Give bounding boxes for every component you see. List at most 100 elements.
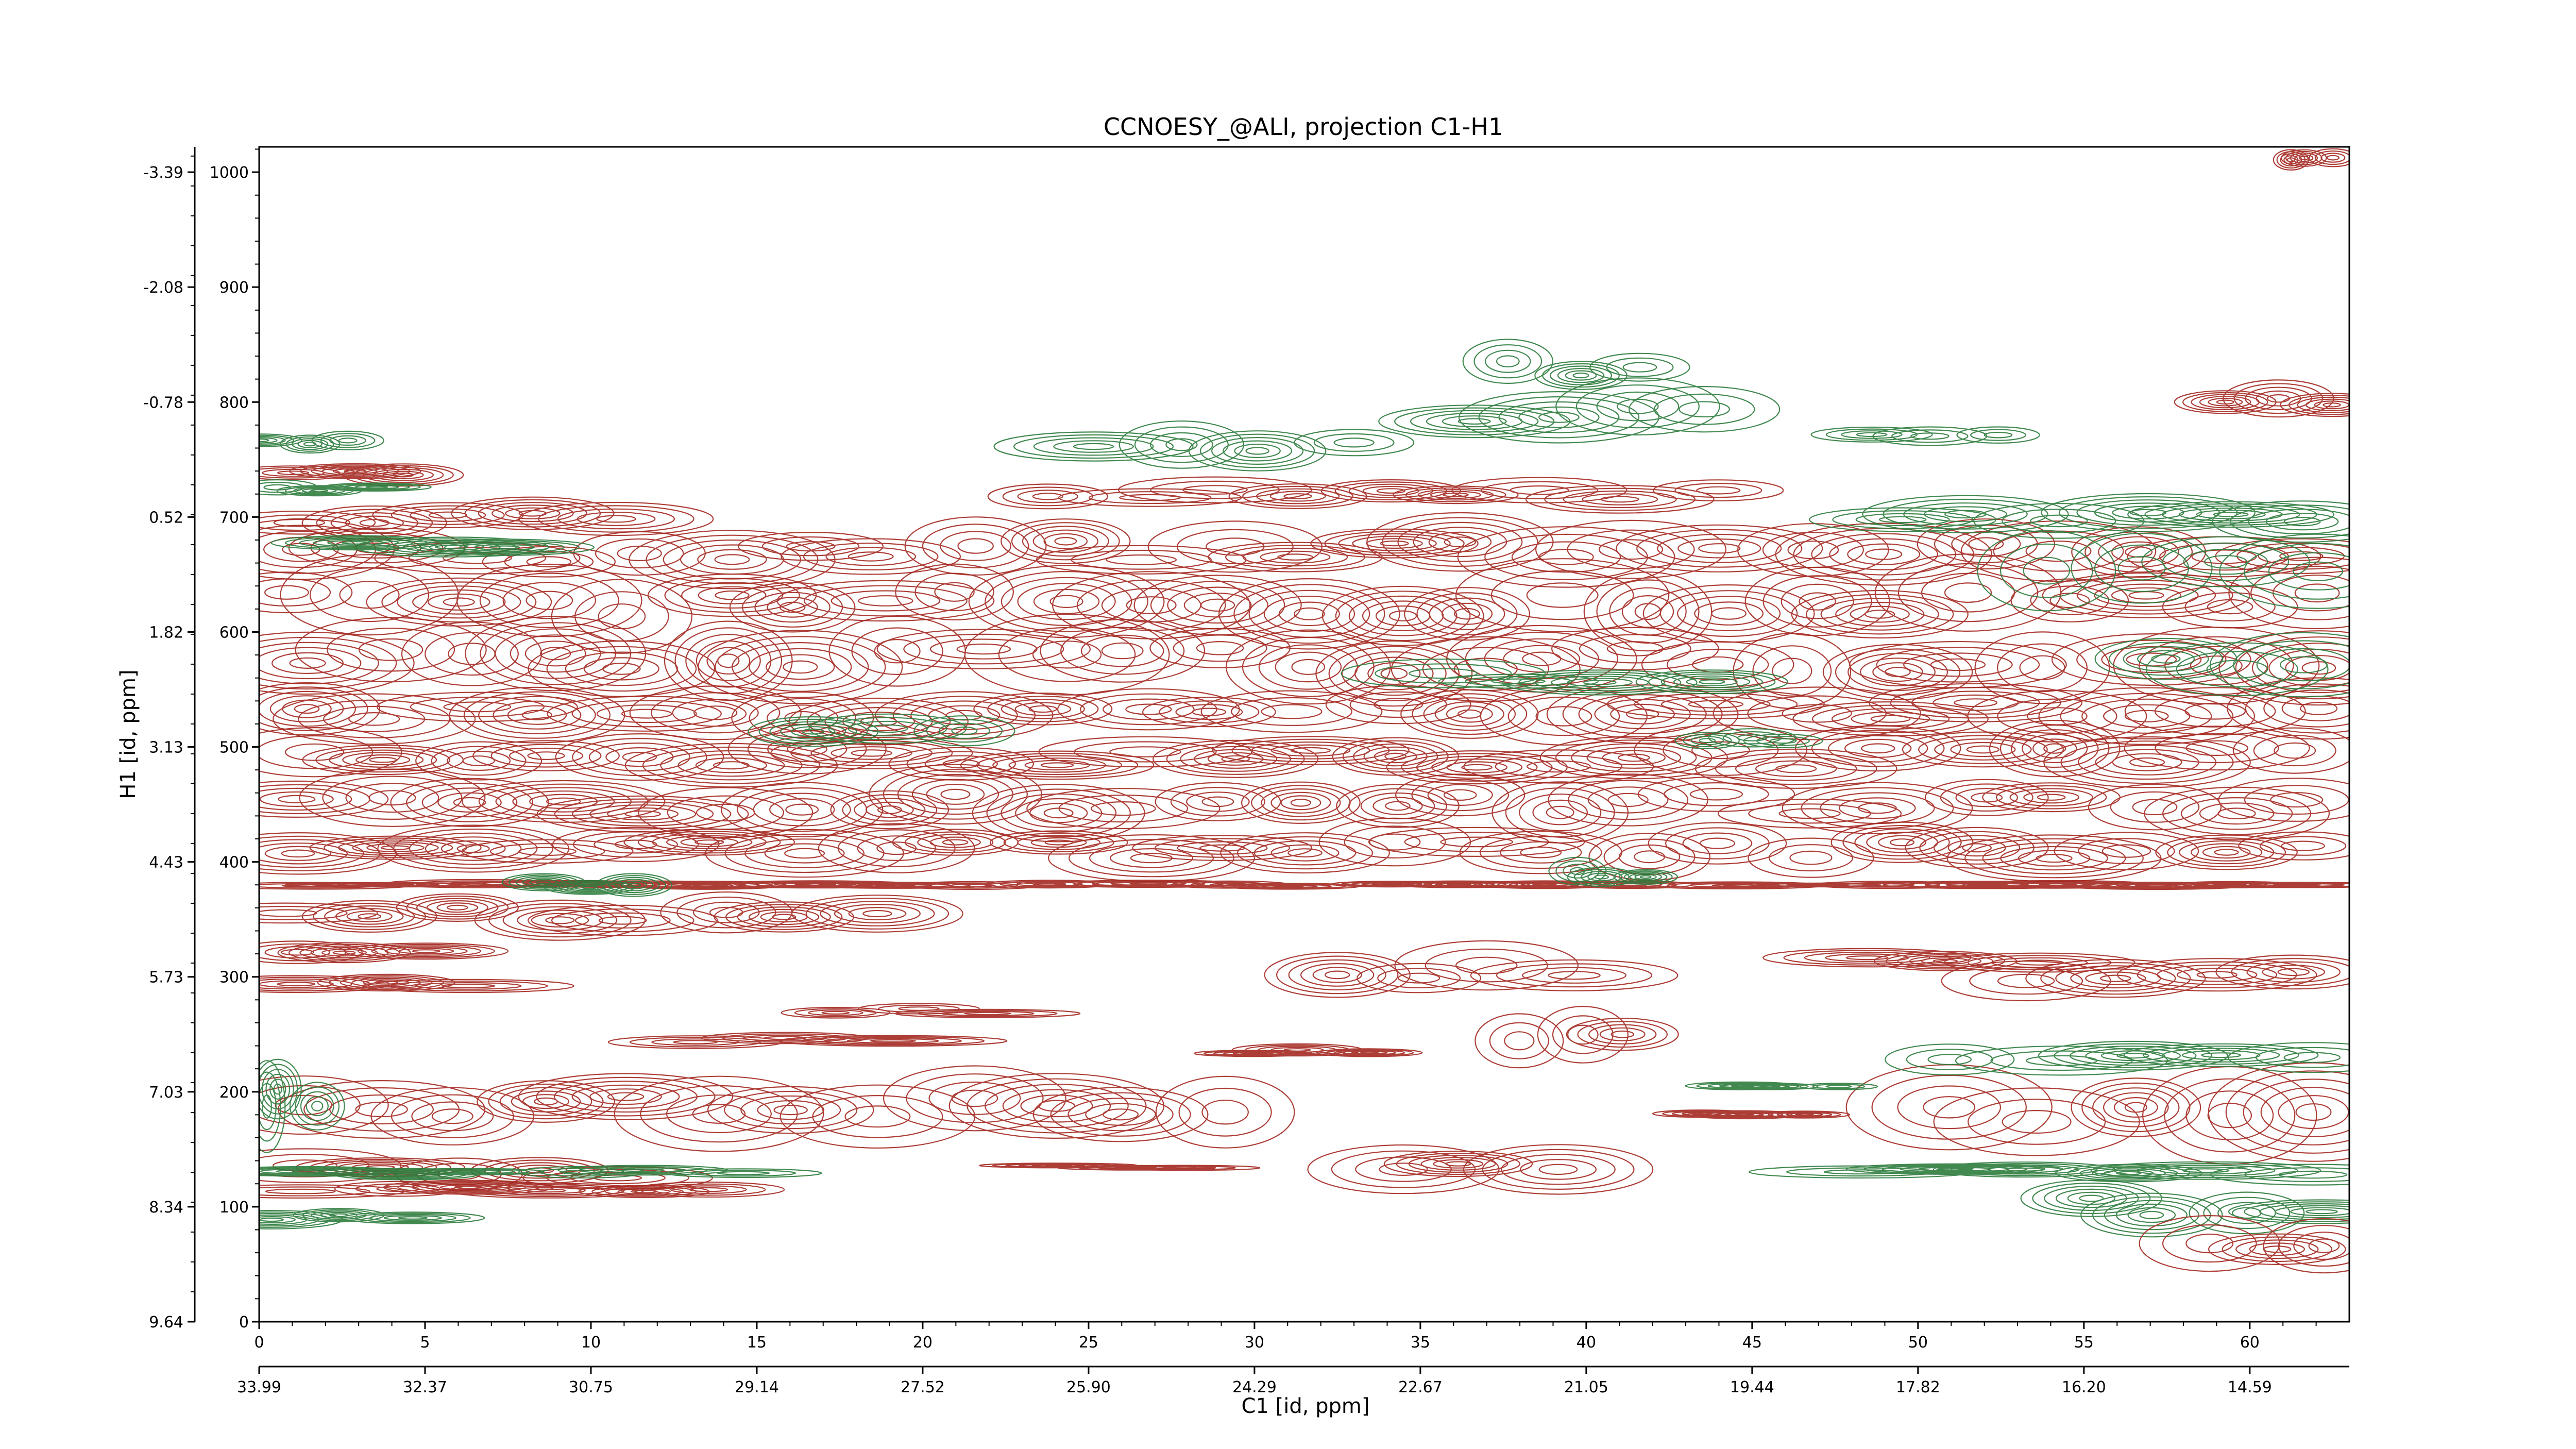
positive-peak-band bbox=[2139, 1215, 2349, 1274]
y-ppm-tick-label: -2.08 bbox=[143, 279, 183, 297]
y-ppm-tick-label: 5.73 bbox=[149, 969, 183, 987]
y-index-tick-label: 900 bbox=[219, 279, 249, 297]
positive-peak-band bbox=[1652, 1109, 1851, 1120]
negative-peak-band bbox=[1674, 728, 1823, 749]
x-ppm-tick-label: 30.75 bbox=[569, 1378, 613, 1396]
positive-peak-band bbox=[1193, 1043, 1423, 1057]
plot-frame bbox=[258, 146, 2350, 1323]
y-index-tick-label: 600 bbox=[219, 624, 249, 642]
negative-peak-band bbox=[1977, 530, 2349, 612]
y-ppm-tick-label: 7.03 bbox=[149, 1084, 183, 1102]
y-ppm-tick-label: 4.43 bbox=[149, 854, 183, 872]
y-index-tick-label: 700 bbox=[219, 509, 249, 527]
negative-peak-band bbox=[1685, 1081, 1878, 1090]
negative-peak-band bbox=[501, 873, 673, 897]
positive-peak-band bbox=[1307, 1144, 1654, 1195]
x-index-tick-label: 30 bbox=[1245, 1334, 1264, 1352]
y-index-tick-label: 400 bbox=[219, 854, 249, 872]
contour-layer bbox=[259, 148, 2349, 1274]
x-ppm-tick-label: 14.59 bbox=[2228, 1378, 2272, 1396]
x-ppm-tick-label: 29.14 bbox=[735, 1378, 779, 1396]
positive-peak-band bbox=[2174, 379, 2349, 418]
x-ppm-tick-label: 24.29 bbox=[1232, 1378, 1277, 1396]
y-index-tick-label: 500 bbox=[219, 739, 249, 757]
x-index-tick-label: 25 bbox=[1079, 1334, 1098, 1352]
y-ppm-tick-label: 9.64 bbox=[149, 1313, 183, 1332]
x-index-tick-label: 5 bbox=[420, 1334, 430, 1352]
negative-peak-band bbox=[1341, 659, 1788, 696]
negative-peak-band bbox=[2094, 632, 2349, 698]
negative-peak-band bbox=[993, 420, 1415, 471]
positive-peak-band bbox=[1264, 940, 1679, 998]
positive-peak-band bbox=[259, 1180, 785, 1199]
positive-peak-band bbox=[259, 463, 464, 487]
negative-peak-band bbox=[1809, 493, 2349, 543]
negative-peak-band bbox=[1548, 856, 1679, 887]
x-index-tick-label: 40 bbox=[1577, 1334, 1596, 1352]
x-index-tick-label: 10 bbox=[581, 1334, 601, 1352]
negative-peak-band bbox=[1885, 1040, 2349, 1076]
y-index-tick-label: 800 bbox=[219, 394, 249, 412]
positive-peak-band bbox=[259, 879, 2349, 890]
positive-peak-band bbox=[2273, 148, 2349, 171]
x-index-tick-label: 20 bbox=[913, 1334, 933, 1352]
negative-peak-band bbox=[259, 479, 432, 497]
positive-peak-band bbox=[259, 553, 2349, 654]
y-index-tick-label: 100 bbox=[219, 1199, 249, 1217]
x-index-tick-label: 55 bbox=[2074, 1334, 2094, 1352]
x-ppm-tick-label: 16.20 bbox=[2062, 1378, 2106, 1396]
positive-peak-band bbox=[607, 1032, 1008, 1049]
x-index-tick-label: 50 bbox=[1908, 1334, 1928, 1352]
y-index-tick-label: 200 bbox=[219, 1084, 249, 1102]
positive-peak-band bbox=[259, 677, 2349, 746]
positive-peak-band bbox=[1845, 1062, 2349, 1165]
positive-peak-band bbox=[259, 891, 963, 941]
positive-peak-band bbox=[259, 764, 2349, 844]
positive-peak-band bbox=[259, 973, 574, 993]
y-ppm-tick-label: 8.34 bbox=[149, 1199, 183, 1217]
negative-peak-band bbox=[1378, 377, 1781, 444]
y-ppm-tick-label: -0.78 bbox=[143, 394, 183, 412]
positive-peak-band bbox=[259, 512, 2349, 589]
positive-peak-band bbox=[1941, 954, 2349, 1002]
y-ppm-tick-label: 1.82 bbox=[149, 624, 183, 642]
negative-peak-band bbox=[1748, 1161, 2349, 1186]
y-ppm-tick-label: -3.39 bbox=[143, 164, 183, 182]
negative-peak-band bbox=[259, 430, 384, 454]
y-index-tick-label: 0 bbox=[239, 1313, 249, 1332]
negative-peak-band bbox=[259, 1058, 345, 1153]
x-ppm-tick-label: 21.05 bbox=[1564, 1378, 1608, 1396]
positive-peak-band bbox=[1475, 1005, 1679, 1069]
x-ppm-tick-label: 33.99 bbox=[237, 1378, 281, 1396]
y-ppm-tick-label: 3.13 bbox=[149, 739, 183, 757]
x-ppm-tick-label: 22.67 bbox=[1398, 1378, 1443, 1396]
y-axis-label: H1 [id, ppm] bbox=[116, 669, 140, 799]
negative-peak-band bbox=[2020, 1180, 2349, 1238]
x-ppm-tick-label: 32.37 bbox=[403, 1378, 447, 1396]
positive-peak-band bbox=[259, 496, 714, 541]
positive-peak-band bbox=[979, 1162, 1261, 1171]
x-index-tick-label: 60 bbox=[2240, 1334, 2260, 1352]
x-axis-label: C1 [id, ppm] bbox=[1242, 1394, 1370, 1418]
x-index-tick-label: 35 bbox=[1411, 1334, 1430, 1352]
positive-peak-band bbox=[259, 940, 509, 964]
y-ppm-tick-label: 0.52 bbox=[149, 509, 183, 527]
y-index-tick-label: 1000 bbox=[210, 164, 249, 182]
y-index-tick-label: 300 bbox=[219, 969, 249, 987]
x-index-tick-label: 45 bbox=[1742, 1334, 1762, 1352]
positive-peak-band bbox=[781, 1003, 1081, 1019]
negative-peak-band bbox=[1462, 339, 1690, 390]
chart-title: CCNOESY_@ALI, projection C1-H1 bbox=[1104, 113, 1503, 141]
x-ppm-tick-label: 17.82 bbox=[1896, 1378, 1940, 1396]
negative-peak-band bbox=[1810, 426, 2040, 446]
x-ppm-tick-label: 19.44 bbox=[1730, 1378, 1774, 1396]
positive-peak-band bbox=[259, 817, 2349, 882]
positive-peak-band bbox=[259, 719, 2349, 789]
axis-ticks: 0 33.99 5 32.37 10 30.75 15 29.14 20 27.52 25 25.90… bbox=[143, 148, 2317, 1396]
x-index-tick-label: 0 bbox=[254, 1334, 264, 1352]
positive-peak-band bbox=[259, 1065, 1295, 1152]
negative-peak-band bbox=[270, 535, 595, 558]
x-ppm-tick-label: 27.52 bbox=[901, 1378, 945, 1396]
positive-peak-band bbox=[987, 476, 1784, 514]
